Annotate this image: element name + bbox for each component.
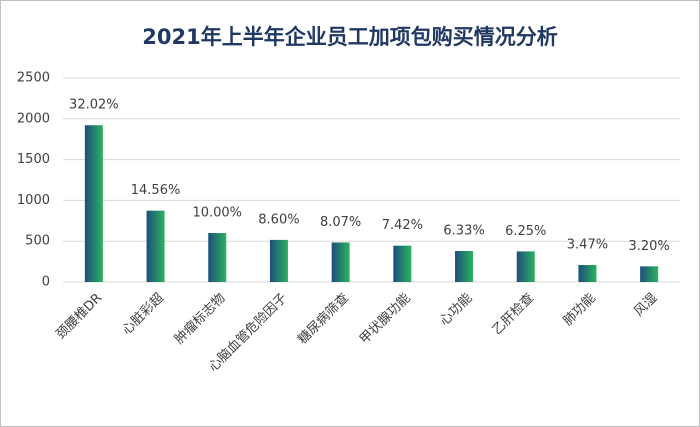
value-label: 14.56% — [131, 183, 181, 198]
bar — [331, 242, 350, 282]
bar — [393, 245, 412, 282]
value-label: 3.47% — [567, 238, 608, 253]
y-tick-label: 2500 — [17, 71, 50, 86]
bar — [84, 125, 103, 282]
y-tick-label: 2000 — [17, 111, 50, 126]
value-label: 32.02% — [69, 98, 119, 113]
bar — [516, 251, 535, 282]
value-label: 10.00% — [192, 206, 242, 221]
y-tick-label: 1000 — [17, 193, 50, 208]
value-label: 8.07% — [320, 215, 361, 230]
y-tick-label: 0 — [42, 275, 50, 290]
value-label: 3.20% — [628, 239, 669, 254]
value-label: 6.25% — [505, 224, 546, 239]
chart-title: 2021年上半年企业员工加项包购买情况分析 — [142, 25, 557, 49]
bar — [208, 233, 227, 282]
bar — [269, 239, 288, 282]
bar — [146, 210, 165, 282]
value-label: 8.60% — [258, 212, 299, 227]
y-tick-label: 1500 — [17, 152, 50, 167]
bar — [578, 265, 597, 282]
bar — [455, 250, 474, 282]
value-label: 7.42% — [382, 218, 423, 233]
value-label: 6.33% — [443, 223, 484, 238]
y-tick-label: 500 — [25, 234, 50, 249]
bar — [640, 266, 659, 282]
